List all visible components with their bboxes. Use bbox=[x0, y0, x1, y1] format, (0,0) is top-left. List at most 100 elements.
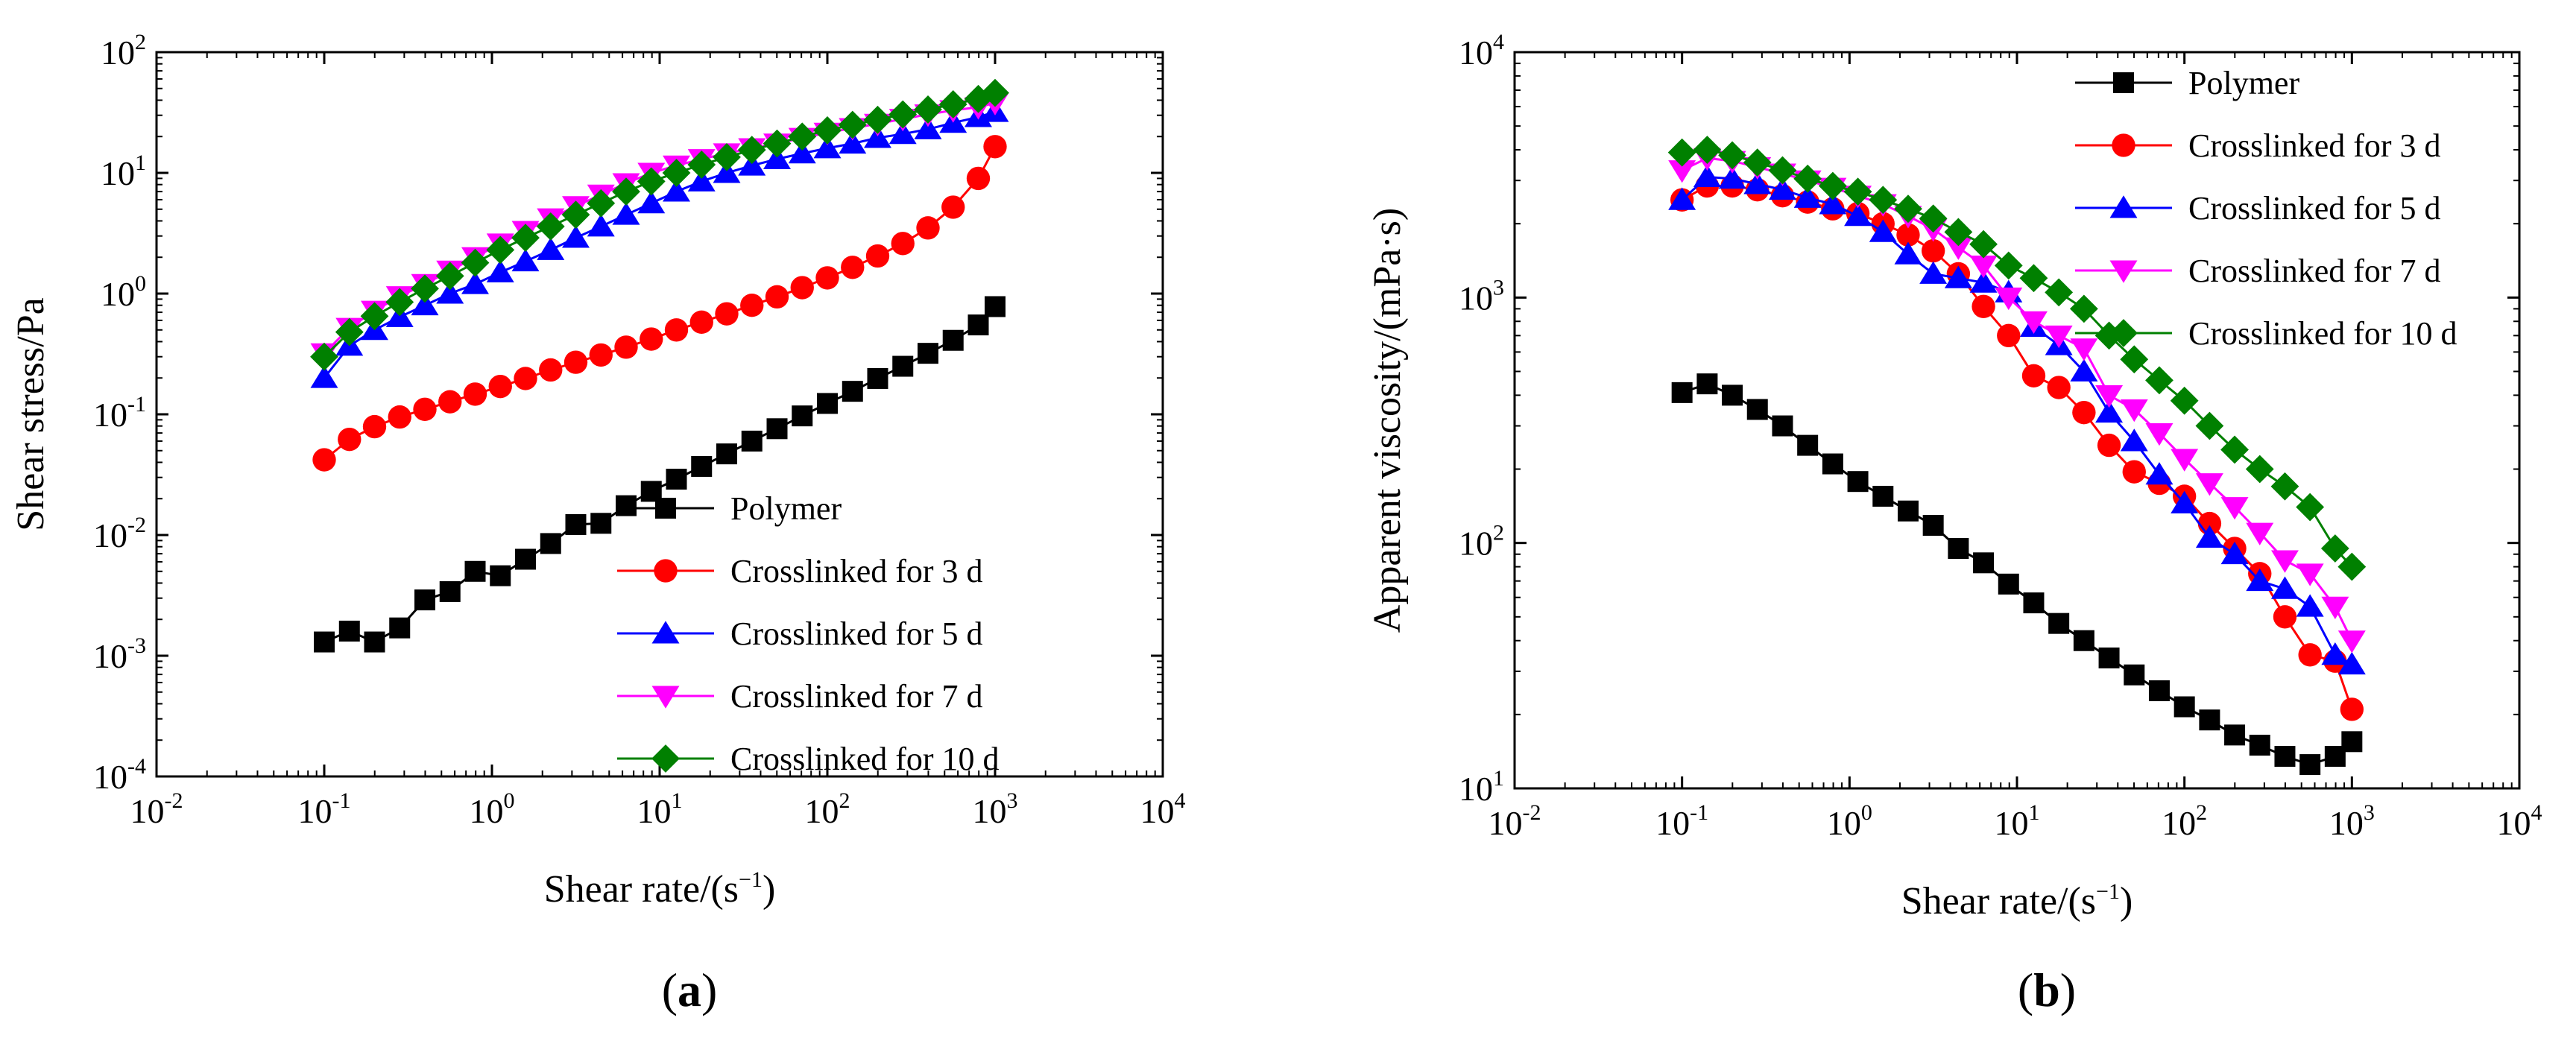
legend-marker bbox=[2112, 133, 2135, 157]
data-point bbox=[562, 225, 590, 248]
x-tick-label: 102 bbox=[2162, 800, 2207, 842]
legend-label: Crosslinked for 10 d bbox=[730, 741, 1000, 777]
data-point bbox=[461, 248, 490, 277]
y-tick-label: 103 bbox=[1459, 275, 1504, 317]
data-point bbox=[663, 179, 690, 202]
data-point bbox=[2122, 460, 2146, 484]
data-point bbox=[1668, 160, 1696, 183]
data-point bbox=[1944, 218, 1973, 247]
data-point bbox=[537, 237, 565, 260]
x-axis-title: Shear rate/(s−1) bbox=[544, 867, 776, 911]
data-point bbox=[490, 565, 511, 586]
panel-label: (a) bbox=[662, 963, 718, 1016]
data-point bbox=[2341, 731, 2363, 753]
data-point bbox=[1944, 237, 1972, 260]
data-point bbox=[1969, 255, 1998, 279]
data-point bbox=[2340, 697, 2364, 721]
y-tick-label: 104 bbox=[1459, 30, 1504, 72]
chart-panel-a: 10-2 10-1 100 101 102 103 104 10-4 10-3 10-2 10-1 1… bbox=[10, 30, 1186, 1016]
data-point bbox=[2094, 321, 2124, 350]
data-point bbox=[687, 168, 716, 192]
data-point bbox=[2145, 423, 2174, 446]
series-line bbox=[323, 306, 997, 644]
data-point bbox=[2021, 364, 2046, 387]
data-point bbox=[1668, 187, 1696, 210]
data-point bbox=[964, 84, 993, 113]
data-point bbox=[587, 214, 615, 237]
data-point bbox=[839, 130, 867, 154]
data-point bbox=[1768, 156, 1797, 185]
data-point bbox=[2120, 399, 2148, 423]
y-axis-title: Shear stress/Pa bbox=[10, 297, 52, 531]
y-tick-label: 101 bbox=[1459, 766, 1504, 808]
data-point bbox=[865, 244, 890, 268]
y-tick-label: 10-2 bbox=[93, 513, 146, 554]
legend-label: Crosslinked for 10 d bbox=[2188, 315, 2457, 352]
series-polymer bbox=[1671, 373, 2363, 776]
series-polymer bbox=[314, 296, 1006, 653]
data-point bbox=[942, 329, 964, 351]
series-line bbox=[323, 92, 996, 358]
data-point bbox=[364, 631, 385, 653]
data-point bbox=[1671, 382, 1693, 403]
data-point bbox=[612, 202, 640, 225]
x-tick-label: 10-1 bbox=[1655, 800, 1708, 842]
data-point bbox=[2220, 435, 2249, 464]
data-point bbox=[2220, 497, 2249, 520]
data-point bbox=[914, 116, 942, 139]
data-point bbox=[2298, 643, 2322, 667]
legend-label: Polymer bbox=[2188, 65, 2299, 101]
data-point bbox=[335, 317, 364, 346]
legend-label: Crosslinked for 7 d bbox=[730, 678, 983, 715]
x-tick-label: 100 bbox=[1827, 800, 1872, 842]
x-tick-label: 103 bbox=[2329, 800, 2375, 842]
y-axis-title: Apparent viscosity/(mPa·s) bbox=[1366, 208, 1409, 633]
y-tick-label: 102 bbox=[101, 30, 146, 72]
data-point bbox=[385, 288, 414, 317]
x-tick-label: 103 bbox=[973, 788, 1018, 830]
data-point bbox=[1944, 265, 1972, 288]
data-point bbox=[2337, 552, 2367, 581]
data-point bbox=[310, 365, 338, 388]
data-point bbox=[2296, 594, 2324, 617]
data-point bbox=[2145, 462, 2174, 485]
data-point bbox=[2019, 311, 2048, 335]
legend-label: Crosslinked for 3 d bbox=[2188, 127, 2441, 164]
series-line bbox=[323, 110, 996, 379]
data-point bbox=[1822, 453, 1843, 475]
x-tick-label: 10-2 bbox=[130, 788, 183, 830]
y-tick-label: 100 bbox=[101, 271, 146, 313]
x-tick-label: 10-2 bbox=[1489, 800, 1541, 842]
data-point bbox=[616, 495, 637, 516]
data-point bbox=[1995, 287, 2023, 311]
data-point bbox=[1696, 373, 1718, 395]
legend-marker bbox=[651, 744, 680, 773]
data-point bbox=[2170, 386, 2199, 415]
data-point bbox=[637, 167, 666, 196]
data-point bbox=[2273, 605, 2297, 629]
data-point bbox=[1843, 177, 1872, 206]
data-point bbox=[587, 189, 616, 218]
data-point bbox=[2320, 534, 2349, 563]
data-point bbox=[888, 121, 917, 145]
chart-panel-b: 10-2 10-1 100 101 102 103 104 101 102 103 104 Shear… bbox=[1366, 30, 2542, 1016]
data-point bbox=[864, 125, 891, 148]
data-point bbox=[1693, 136, 1722, 164]
data-point bbox=[486, 259, 514, 282]
data-point bbox=[2270, 472, 2299, 501]
data-point bbox=[2069, 294, 2098, 323]
legend-label: Crosslinked for 5 d bbox=[730, 615, 983, 652]
data-point bbox=[2095, 384, 2124, 408]
data-point bbox=[713, 142, 741, 171]
data-point bbox=[741, 430, 763, 452]
data-point bbox=[766, 418, 788, 440]
data-point bbox=[1743, 171, 1772, 194]
legend-marker bbox=[654, 559, 678, 583]
data-point bbox=[1793, 185, 1822, 208]
data-point bbox=[1994, 251, 2023, 280]
y-tick-label: 10-1 bbox=[93, 392, 146, 434]
data-point bbox=[463, 382, 487, 406]
data-point bbox=[2195, 411, 2224, 440]
data-point bbox=[1919, 261, 1948, 284]
data-point bbox=[1972, 294, 1995, 318]
